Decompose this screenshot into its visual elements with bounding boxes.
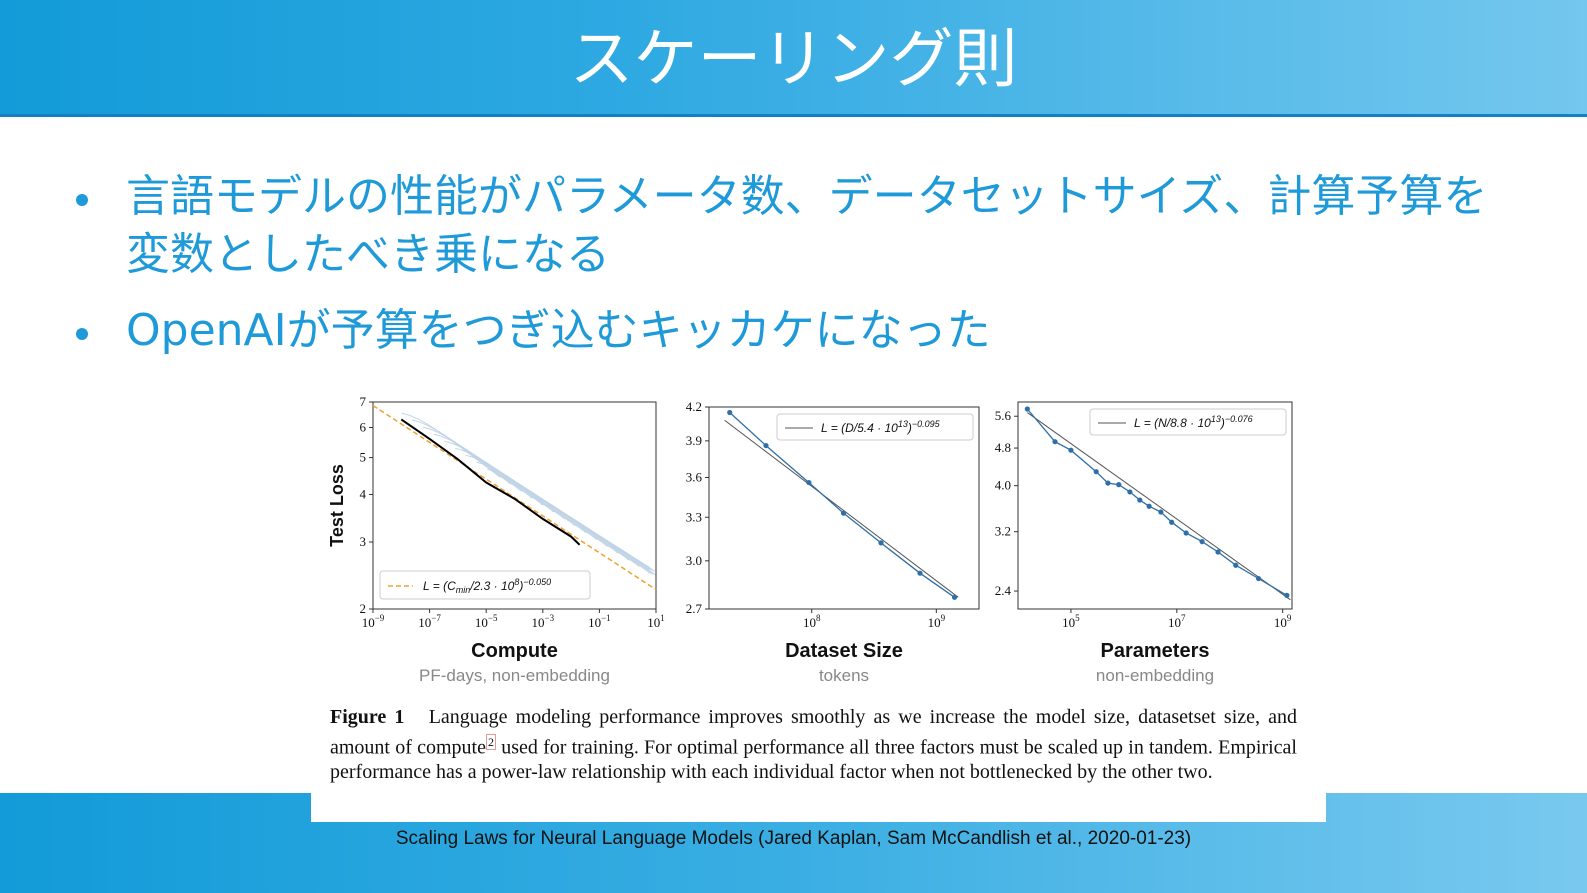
- x-tick-label: 101: [647, 613, 665, 630]
- data-point: [1183, 530, 1189, 536]
- bullet-item: OpenAIが予算をつぎ込むキッカケになった: [70, 302, 1530, 360]
- data-point: [763, 442, 769, 449]
- bullet-text: OpenAIが予算をつぎ込むキッカケになった: [126, 305, 991, 356]
- data-point: [1233, 562, 1239, 568]
- data-point: [1105, 480, 1111, 486]
- caption-text-2: used for training. For optimal performan…: [330, 736, 1297, 783]
- x-tick-label: 10−9: [362, 613, 385, 630]
- y-tick-label: 7: [360, 395, 367, 409]
- y-tick-label: 3.3: [686, 509, 702, 524]
- header-divider: [0, 114, 1587, 117]
- training-curves: [401, 412, 656, 576]
- plot-frame: [708, 406, 980, 610]
- data-point: [1255, 575, 1262, 582]
- data-point: [951, 594, 958, 600]
- x-tick-label: 10−1: [588, 613, 611, 630]
- data-point: [1199, 538, 1205, 545]
- x-axis-label: Parameters: [1101, 640, 1210, 662]
- y-tick-label: 3.2: [995, 524, 1011, 539]
- y-tick-label: 6: [360, 419, 367, 434]
- y-tick-label: 4.2: [686, 399, 702, 414]
- y-tick-label: 4.8: [995, 440, 1011, 455]
- x-axis-label: Dataset Size: [785, 640, 903, 662]
- legend-text: L = (Cmin/2.3 · 108)−0.050: [423, 577, 551, 595]
- data-point: [1116, 482, 1122, 488]
- data-point: [806, 479, 812, 486]
- y-tick-label: 3.9: [686, 433, 702, 448]
- x-tick-label: 10−7: [418, 613, 441, 630]
- y-tick-label: 5.6: [995, 408, 1012, 423]
- caption-text-1: Language modeling performance improves s…: [330, 706, 1298, 759]
- x-axis-sublabel: non-embedding: [1096, 666, 1214, 685]
- data-point: [1146, 503, 1152, 509]
- x-tick-label: 109: [1274, 613, 1292, 630]
- x-tick-label: 109: [928, 613, 946, 630]
- training-curve: [616, 551, 650, 568]
- bullet-item: 言語モデルの性能がパラメータ数、データセットサイズ、計算予算を変数としたべき乗に…: [70, 168, 1530, 284]
- legend-text: L = (D/5.4 · 1013)−0.095: [821, 419, 941, 435]
- y-tick-label: 2.4: [995, 583, 1012, 598]
- x-tick-label: 10−3: [532, 613, 555, 630]
- figure-charts: 10−9 10−7 10−5 10−3 10−1 101 2 3 4 5 6 7 L = (Cmin/2…: [327, 395, 1293, 685]
- citation: Scaling Laws for Neural Language Models …: [395, 828, 1192, 849]
- data-point: [727, 409, 733, 416]
- y-tick-label: 4.0: [995, 478, 1011, 493]
- data-point: [878, 540, 884, 546]
- x-tick-label: 105: [1062, 613, 1080, 630]
- plot-frame: [1017, 401, 1293, 610]
- y-tick-label: 2.7: [686, 601, 703, 616]
- data-point: [1127, 489, 1133, 495]
- caption-footnote[interactable]: 2: [485, 733, 496, 750]
- data-point: [1158, 509, 1164, 515]
- bullet-dot-icon: [76, 328, 88, 340]
- compute-frontier-line: [400, 418, 581, 546]
- figure-caption: Figure 1 Language modeling performance i…: [330, 705, 1297, 784]
- x-tick-label: 107: [1168, 613, 1186, 630]
- data-point: [1093, 469, 1099, 475]
- bullet-list: 言語モデルの性能がパラメータ数、データセットサイズ、計算予算を変数としたべき乗に…: [70, 168, 1530, 378]
- x-axis-sublabel: tokens: [819, 666, 869, 685]
- figure-panel: 10−9 10−7 10−5 10−3 10−1 101 2 3 4 5 6 7 L = (Cmin/2…: [311, 395, 1326, 822]
- legend-text: L = (N/8.8 · 1013)−0.076: [1134, 414, 1253, 430]
- caption-label: Figure 1: [330, 706, 405, 728]
- data-point: [1284, 592, 1290, 598]
- y-tick-label: 3: [360, 534, 367, 549]
- legend-box: [379, 570, 591, 600]
- data-point: [1024, 406, 1030, 412]
- power-law-fit: [1027, 412, 1291, 601]
- y-tick-label: 3.6: [686, 469, 703, 484]
- x-axis-label: Compute: [471, 640, 558, 662]
- y-tick-label: 3.0: [686, 553, 702, 568]
- y-tick-label: 4: [360, 486, 367, 501]
- data-point: [1052, 439, 1058, 445]
- legend-box: [776, 413, 974, 441]
- y-tick-label: 2: [360, 601, 367, 616]
- data-point: [1068, 447, 1074, 453]
- training-curve: [626, 558, 652, 570]
- y-axis-label: Test Loss: [327, 464, 347, 547]
- data-point: [1169, 519, 1175, 525]
- data-point: [1215, 549, 1221, 555]
- slide-title: スケーリング則: [569, 23, 1018, 97]
- power-law-fit: [724, 419, 959, 598]
- y-tick-label: 5: [360, 450, 367, 465]
- x-tick-label: 10−5: [475, 613, 498, 630]
- slide-header: [0, 0, 1587, 115]
- x-tick-label: 108: [803, 613, 821, 630]
- legend-box: [1089, 408, 1287, 436]
- bullet-dot-icon: [76, 194, 88, 206]
- data-point: [1137, 497, 1143, 503]
- data-point: [840, 510, 847, 516]
- x-axis-sublabel: PF-days, non-embedding: [419, 666, 610, 685]
- bullet-text: 言語モデルの性能がパラメータ数、データセットサイズ、計算予算を変数としたべき乗に…: [126, 171, 1488, 280]
- data-point: [917, 570, 923, 576]
